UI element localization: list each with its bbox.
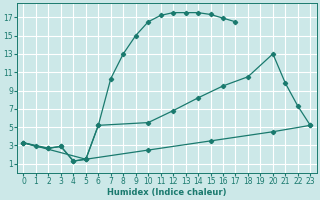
X-axis label: Humidex (Indice chaleur): Humidex (Indice chaleur) [107, 188, 227, 197]
